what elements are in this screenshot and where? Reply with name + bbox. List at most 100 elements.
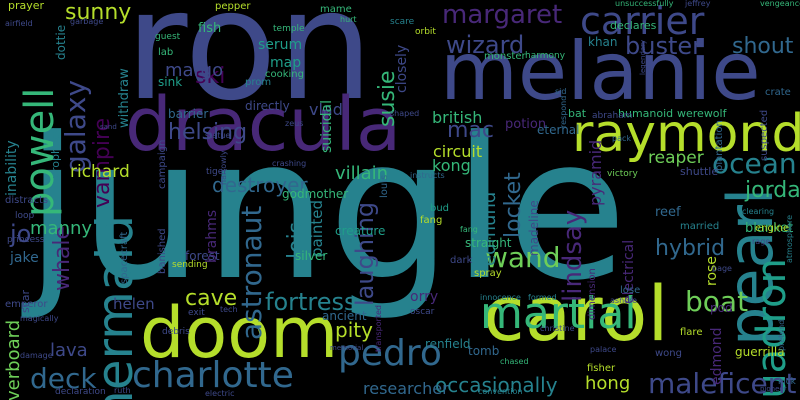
cloud-word-creature: creature bbox=[335, 224, 386, 238]
cloud-word-guerrilla: guerrilla bbox=[735, 345, 785, 359]
cloud-word-silver: silver bbox=[295, 249, 328, 263]
cloud-word-prayer: prayer bbox=[8, 0, 45, 12]
cloud-word-plantation: plantation bbox=[714, 120, 725, 171]
cloud-word-hybrid: hybrid bbox=[655, 236, 726, 261]
cloud-word-harmony: harmony bbox=[525, 51, 566, 61]
cloud-word-sunny: sunny bbox=[65, 0, 132, 25]
cloud-word-suicidal: suicidal bbox=[319, 100, 335, 153]
cloud-word-werewolf: werewolf bbox=[677, 107, 727, 120]
cloud-word-withdraw: withdraw bbox=[117, 68, 132, 128]
cloud-word-shuttle: shuttle bbox=[680, 165, 719, 178]
cloud-word-carol: carol bbox=[483, 269, 669, 358]
cloud-word-maleficent: maleficent bbox=[648, 367, 797, 400]
cloud-word-directly: directly bbox=[245, 99, 290, 113]
cloud-word-abraham: abraham bbox=[592, 111, 633, 121]
cloud-word-declares: declares bbox=[610, 19, 657, 32]
cloud-word-dottie: dottie bbox=[54, 24, 68, 60]
cloud-word-melanie: melanie bbox=[440, 25, 761, 118]
cloud-word-dracula: dracula bbox=[125, 82, 402, 168]
cloud-word-straight: straight bbox=[465, 236, 512, 250]
cloud-word-scar: scar bbox=[19, 289, 32, 313]
cloud-word-christine: christine bbox=[540, 324, 575, 333]
cloud-word-laughing: laughing bbox=[351, 201, 379, 306]
cloud-word-chased: chased bbox=[500, 357, 529, 366]
cloud-word-bat: bat bbox=[568, 107, 587, 120]
cloud-word-fisher: fisher bbox=[587, 363, 616, 374]
cloud-word-forest: forest bbox=[185, 249, 220, 263]
cloud-word-pedro: pedro bbox=[338, 333, 442, 374]
cloud-word-kick: kick bbox=[778, 377, 796, 387]
cloud-word-jake: jake bbox=[10, 250, 39, 266]
cloud-word-emperor: emperor bbox=[5, 299, 48, 310]
cloud-word-jo: jo bbox=[10, 220, 32, 248]
cloud-word-narrowly: narrowly bbox=[219, 150, 228, 185]
cloud-word-inability: inability bbox=[4, 140, 20, 196]
cloud-word-hurt: hurt bbox=[340, 15, 357, 24]
cloud-word-pretend: pretend bbox=[777, 319, 786, 351]
cloud-word-jeffrey: jeffrey bbox=[685, 0, 711, 8]
cloud-word-destroyer: destroyer bbox=[212, 173, 308, 197]
cloud-word-formed: formed bbox=[528, 293, 557, 302]
cloud-word-mac: mac bbox=[447, 118, 495, 143]
cloud-word-blanket: blanket bbox=[745, 221, 794, 236]
cloud-word-shout: shout bbox=[732, 34, 794, 59]
cloud-word-margo: margo bbox=[165, 60, 224, 81]
cloud-word-villain: villain bbox=[335, 163, 389, 184]
cloud-word-magically: magically bbox=[20, 314, 59, 323]
cloud-word-engine: engine bbox=[755, 223, 790, 234]
cloud-word-raymond: raymond bbox=[572, 104, 800, 164]
cloud-word-victory: victory bbox=[607, 169, 638, 179]
cloud-word-dark: dark bbox=[450, 255, 473, 266]
cloud-word-garbage: garbage bbox=[70, 17, 104, 26]
cloud-word-khan: khan bbox=[588, 35, 618, 49]
cloud-word-british: british bbox=[432, 108, 483, 127]
cloud-word-suspected: suspected bbox=[759, 109, 770, 161]
cloud-word-lose: lose bbox=[620, 285, 641, 296]
cloud-word-ocean: ocean bbox=[712, 147, 797, 180]
cloud-word-innocence: innocence bbox=[480, 293, 521, 302]
cloud-word-palace: palace bbox=[590, 345, 617, 354]
cloud-word-map: map bbox=[270, 55, 302, 71]
cloud-word-debris: debris bbox=[162, 327, 190, 337]
cloud-word-louis: louis bbox=[379, 174, 390, 198]
cloud-word-legendary: legendary bbox=[639, 39, 647, 75]
cloud-word-lab: lab bbox=[158, 47, 174, 58]
cloud-word-transported: transported bbox=[374, 305, 383, 352]
cloud-word-atmosphere: atmosphere bbox=[785, 215, 794, 263]
cloud-word-cave: cave bbox=[185, 286, 238, 311]
cloud-word-jungle: jungle bbox=[25, 96, 628, 324]
cloud-word-astronaut: astronaut bbox=[235, 205, 268, 340]
cloud-word-jordan: jordan bbox=[745, 178, 800, 203]
cloud-word-boat: boat bbox=[685, 285, 749, 318]
cloud-word-vlad: vlad bbox=[309, 100, 343, 119]
cloud-word-campaign: campaign bbox=[157, 139, 168, 189]
cloud-word-prophecy: prophecy bbox=[49, 127, 62, 179]
cloud-word-potion: potion bbox=[505, 117, 547, 132]
cloud-word-crashing: crashing bbox=[272, 159, 307, 168]
cloud-word-hong: hong bbox=[585, 373, 631, 394]
cloud-word-sand: sand bbox=[100, 123, 117, 131]
cloud-word-clearing: clearing bbox=[742, 207, 775, 216]
cloud-word-edmond: edmond bbox=[709, 327, 725, 385]
cloud-word-statue: statue bbox=[205, 131, 231, 140]
cloud-word-charlotte: charlotte bbox=[132, 355, 294, 396]
cloud-word-electric: electric bbox=[205, 389, 235, 398]
cloud-word-flare: flare bbox=[680, 327, 703, 338]
cloud-word-declaration: declaration bbox=[55, 387, 106, 397]
cloud-word-renfield: renfield bbox=[425, 337, 471, 351]
cloud-word-madeline: madeline bbox=[527, 200, 541, 256]
cloud-word-monster: monster bbox=[484, 51, 526, 62]
cloud-word-respond: respond bbox=[559, 95, 568, 128]
cloud-word-spacecraft: spacecraft bbox=[119, 231, 130, 284]
cloud-word-damage: damage bbox=[20, 351, 53, 360]
cloud-word-wand: wand bbox=[485, 241, 561, 274]
cloud-word-reaper: reaper bbox=[648, 148, 704, 168]
cloud-word-circuit: circuit bbox=[433, 142, 483, 161]
cloud-word-barrier: barrier bbox=[168, 107, 209, 121]
cloud-word-lava: lava bbox=[50, 340, 88, 361]
cloud-word-crate: crate bbox=[765, 87, 791, 98]
cloud-word-married: married bbox=[680, 221, 720, 232]
cloud-word-godmother: godmother bbox=[282, 187, 349, 201]
cloud-word-margaret: margaret bbox=[442, 0, 563, 30]
